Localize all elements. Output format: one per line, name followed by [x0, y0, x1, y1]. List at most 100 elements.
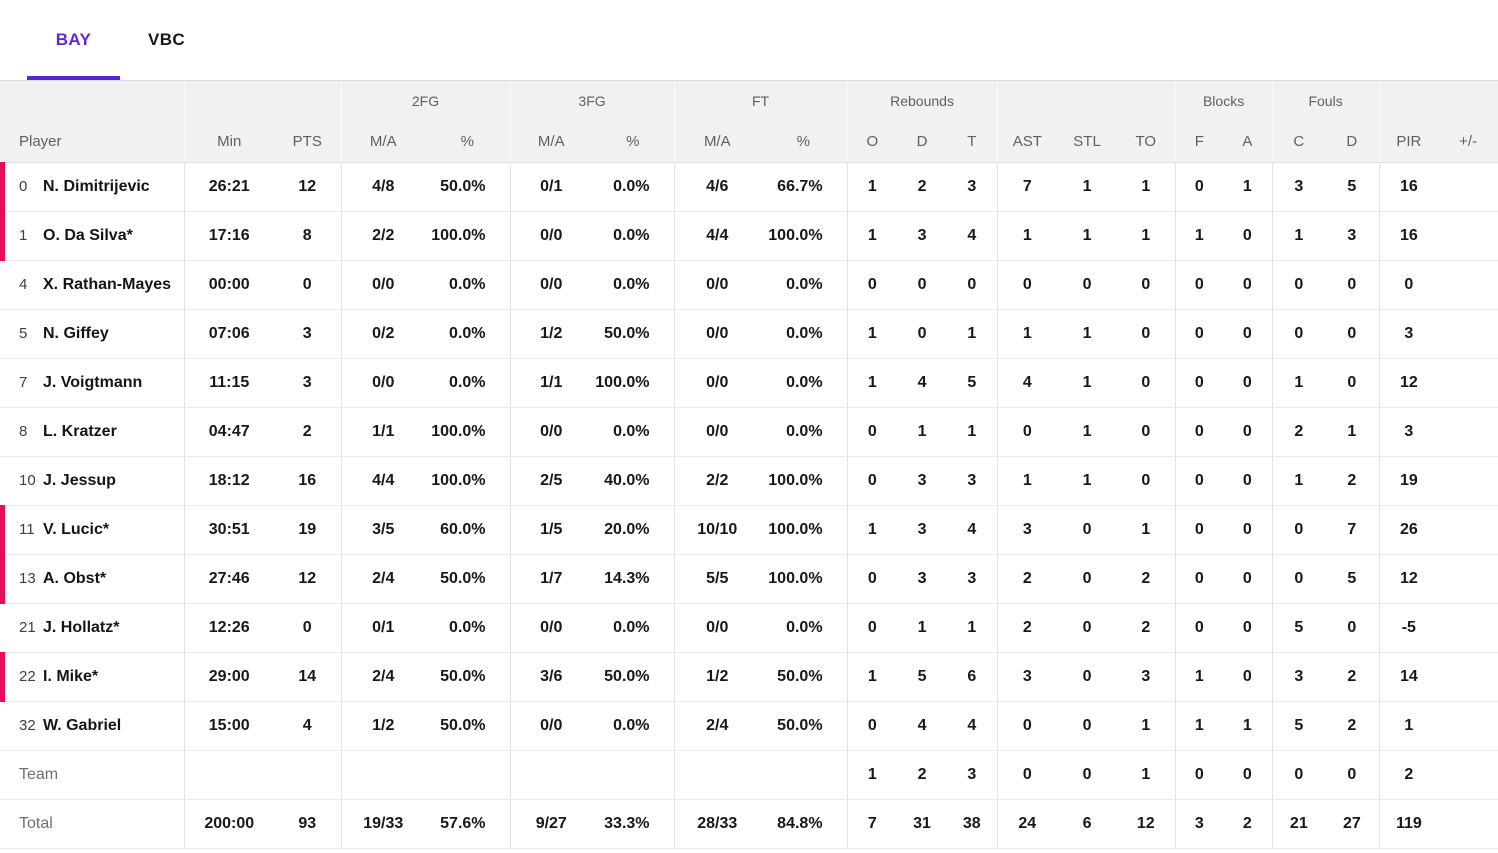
cell-blank: 100.0%: [425, 407, 511, 457]
player-name: I. Mike*: [43, 668, 99, 685]
cell-pir: 16: [1378, 211, 1439, 261]
cell-ast: 0: [996, 701, 1058, 751]
cell-c: 0: [1271, 554, 1326, 604]
cell-blank: 60.0%: [425, 505, 511, 555]
player-name: J. Voigtmann: [43, 374, 143, 391]
cell-stl: 0: [1057, 652, 1118, 702]
cell-stl: 1: [1057, 358, 1118, 408]
cell-ast: 1: [996, 456, 1058, 506]
cell-ast: 1: [996, 211, 1058, 261]
cell-o: 7: [846, 799, 898, 849]
cell-f: 0: [1174, 750, 1224, 800]
cell-blank: 50.0%: [592, 309, 675, 359]
jersey-number: 22: [19, 668, 36, 685]
player-row: 21 J. Hollatz* 12:26 0 0/1 0.0% 0/0 0.0% 0/0 0.0%…: [0, 603, 1498, 653]
column-header-c: C: [1271, 120, 1326, 163]
cell-to: 3: [1117, 652, 1176, 702]
cell-blank: [1438, 407, 1498, 457]
column-header-ast: AST: [996, 120, 1058, 163]
cell-m-a: 1/1: [509, 358, 593, 408]
cell-o: 1: [846, 309, 898, 359]
player-name: L. Kratzer: [43, 423, 117, 440]
jersey-number: 7: [19, 374, 28, 391]
cell-min: 00:00: [183, 260, 274, 310]
cell-blank: [1438, 701, 1498, 751]
cell-m-a: 3/6: [509, 652, 593, 702]
cell-m-a: 10/10: [673, 505, 761, 555]
column-header-pts: PTS: [274, 120, 341, 163]
cell-blank: [1438, 652, 1498, 702]
cell-m-a: 9/27: [509, 799, 593, 849]
player-name: J. Jessup: [43, 472, 116, 489]
tab-bay[interactable]: BAY: [27, 0, 120, 80]
column-header-min: Min: [183, 120, 274, 163]
column-header-a: A: [1223, 120, 1273, 163]
cell-blank: 100.0%: [760, 211, 848, 261]
cell-blank: 50.0%: [425, 554, 511, 604]
cell-blank: 50.0%: [760, 652, 848, 702]
cell-a: 0: [1223, 505, 1273, 555]
cell-min: 200:00: [183, 799, 274, 849]
column-header-m-a: M/A: [509, 120, 593, 163]
cell-blank: [592, 750, 675, 800]
cell-pts: [274, 750, 341, 800]
cell-min: 11:15: [183, 358, 274, 408]
cell-d: 3: [897, 456, 948, 506]
cell-to: 1: [1117, 750, 1176, 800]
cell-stl: 1: [1057, 456, 1118, 506]
cell-m-a: 1/2: [673, 652, 761, 702]
cell-to: 0: [1117, 358, 1176, 408]
cell-c: 0: [1271, 750, 1326, 800]
cell-to: 1: [1117, 211, 1176, 261]
cell-blank: [1438, 750, 1498, 800]
cell-ast: 4: [996, 358, 1058, 408]
cell-m-a: 1/1: [340, 407, 425, 457]
player-row: 0 N. Dimitrijevic 26:21 12 4/8 50.0% 0/1 0.0% 4/…: [0, 162, 1498, 212]
cell-m-a: 28/33: [673, 799, 761, 849]
cell-blank: 50.0%: [425, 162, 511, 212]
column-header-row: Player Min PTS M/A% M/A% M/A% O D T AST STL TO F A C D P…: [0, 120, 1498, 163]
cell-to: 12: [1117, 799, 1176, 849]
cell-stl: 0: [1057, 750, 1118, 800]
cell-o: 1: [846, 652, 898, 702]
cell-blank: 84.8%: [760, 799, 848, 849]
cell-f: 0: [1174, 407, 1224, 457]
cell-blank: 20.0%: [592, 505, 675, 555]
tab-vbc[interactable]: VBC: [120, 0, 213, 80]
cell-stl: 0: [1057, 505, 1118, 555]
cell-c: 5: [1271, 701, 1326, 751]
cell-f: 0: [1174, 554, 1224, 604]
cell-d: 0: [1325, 603, 1380, 653]
cell-m-a: 0/1: [340, 603, 425, 653]
player-name: N. Dimitrijevic: [43, 178, 150, 195]
cell-o: 0: [846, 603, 898, 653]
cell-o: 1: [846, 750, 898, 800]
player-cell: 21 J. Hollatz*: [0, 603, 184, 653]
cell-ast: 7: [996, 162, 1058, 212]
player-row: 11 V. Lucic* 30:51 19 3/5 60.0% 1/5 20.0% 10/10 1…: [0, 505, 1498, 555]
cell-blank: 0.0%: [760, 407, 848, 457]
player-cell: 11 V. Lucic*: [0, 505, 184, 555]
cell-pts: 12: [274, 162, 341, 212]
cell-stl: 0: [1057, 603, 1118, 653]
cell-blank: 57.6%: [425, 799, 511, 849]
cell-o: 1: [846, 358, 898, 408]
cell-m-a: 19/33: [340, 799, 425, 849]
cell-pir: 1: [1378, 701, 1439, 751]
cell-m-a: 0/0: [673, 260, 761, 310]
cell-min: 18:12: [183, 456, 274, 506]
cell-d: 0: [1325, 358, 1380, 408]
on-court-indicator: [0, 554, 5, 604]
cell-m-a: 4/4: [340, 456, 425, 506]
cell-blank: 14.3%: [592, 554, 675, 604]
jersey-number: 32: [19, 717, 36, 734]
cell-m-a: 0/0: [509, 701, 593, 751]
cell-to: 2: [1117, 554, 1176, 604]
cell-c: 5: [1271, 603, 1326, 653]
cell-blank: 33.3%: [592, 799, 675, 849]
cell-ast: 1: [996, 309, 1058, 359]
cell-min: 12:26: [183, 603, 274, 653]
cell-min: [183, 750, 274, 800]
cell-stl: 1: [1057, 211, 1118, 261]
cell-d: 2: [1325, 701, 1380, 751]
